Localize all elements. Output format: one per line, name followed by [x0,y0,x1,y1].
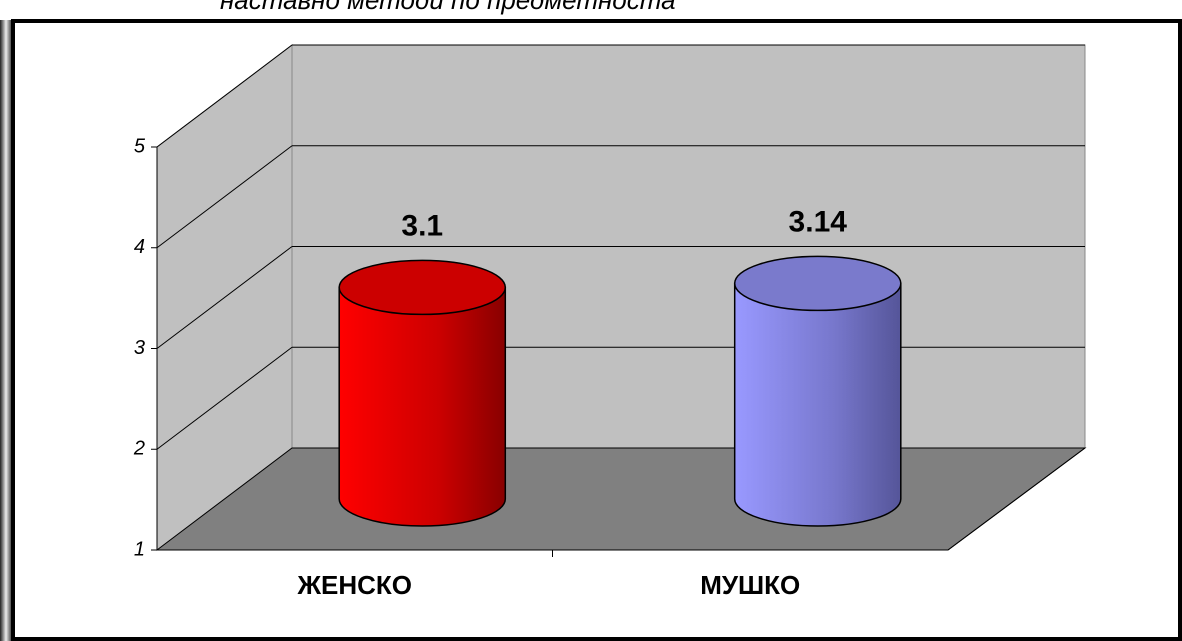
y-tick-label: 4 [134,236,145,258]
y-tick-label: 3 [134,337,145,359]
x-tick-label: ЖЕНСКО [297,570,413,600]
y-tick-label: 5 [134,135,146,157]
y-tick-label: 2 [133,438,145,460]
y-tick-label: 1 [134,538,145,560]
bar-top [338,259,507,316]
x-tick-label: МУШКО [700,570,800,600]
bar [338,286,507,527]
bar [733,282,902,527]
bar-top [733,255,902,312]
floor-edge [947,447,1086,551]
value-label: 3.1 [401,209,443,242]
grid-line [156,44,293,148]
floor [155,447,1087,551]
grid-line [156,145,293,249]
grid-line [156,246,293,349]
frame-edge [0,20,12,641]
value-label: 3.14 [789,205,848,238]
grid-line [156,346,293,450]
chart-title: наставно методи по предметноста [220,0,676,15]
